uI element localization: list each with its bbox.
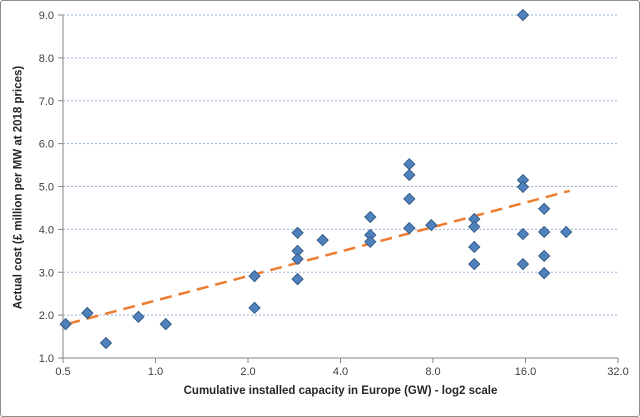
data-point <box>291 272 304 286</box>
data-point <box>468 257 481 271</box>
x-tick-label: 8.0 <box>425 366 440 378</box>
data-point <box>159 317 172 331</box>
x-tick-label: 32.0 <box>607 366 628 378</box>
data-point <box>516 227 530 241</box>
y-tick-label: 1.0 <box>39 353 54 365</box>
x-axis-title: Cumulative installed capacity in Europe … <box>183 385 498 397</box>
data-point <box>364 210 377 224</box>
data-point <box>468 220 481 234</box>
data-point <box>516 8 530 22</box>
data-point <box>59 317 72 331</box>
y-tick-label: 4.0 <box>39 224 54 236</box>
y-tick-label: 7.0 <box>39 96 54 108</box>
data-point <box>99 336 113 350</box>
data-point <box>559 225 573 239</box>
x-tick-label: 0.5 <box>55 366 70 378</box>
y-tick-label: 9.0 <box>39 10 54 22</box>
y-tick-label: 2.0 <box>39 310 54 322</box>
y-axis-title: Actual cost (£ million per MW at 2018 pr… <box>12 65 25 310</box>
data-point <box>364 235 377 249</box>
data-point <box>316 233 329 247</box>
data-point <box>403 221 416 235</box>
data-point <box>248 269 261 283</box>
data-point <box>537 225 551 239</box>
x-tick-label: 16.0 <box>515 366 536 378</box>
data-point <box>403 192 416 206</box>
y-tick-label: 8.0 <box>39 53 54 65</box>
trendline <box>67 189 571 325</box>
data-point <box>403 157 416 171</box>
data-point <box>425 218 438 232</box>
data-point <box>81 306 94 320</box>
y-tick-label: 5.0 <box>39 182 54 194</box>
data-point <box>516 257 530 271</box>
data-point <box>537 249 551 263</box>
x-tick-label: 2.0 <box>240 366 255 378</box>
data-point <box>248 301 261 315</box>
y-tick-label: 6.0 <box>39 139 54 151</box>
data-point <box>468 240 481 254</box>
y-tick-label: 3.0 <box>39 267 54 279</box>
data-point <box>291 252 304 266</box>
data-point <box>516 180 530 194</box>
data-point <box>537 202 551 216</box>
data-point <box>291 226 304 240</box>
x-tick-label: 1.0 <box>148 366 163 378</box>
x-tick-label: 4.0 <box>333 366 348 378</box>
data-point <box>537 266 551 280</box>
data-point <box>132 310 145 324</box>
data-point <box>403 168 416 182</box>
